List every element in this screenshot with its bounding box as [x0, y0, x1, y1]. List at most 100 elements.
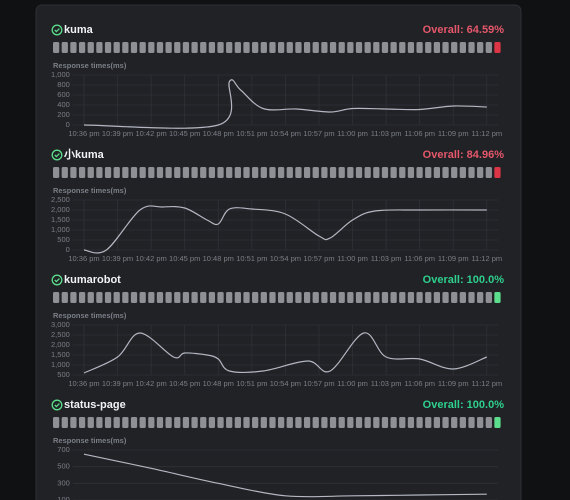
heartbeat-bar	[494, 167, 501, 178]
heartbeat-bar	[485, 292, 492, 303]
monitor-name[interactable]: kumarobot	[64, 274, 121, 286]
x-tick-label: 10:45 pm	[169, 379, 200, 388]
x-tick-label: 10:51 pm	[236, 254, 267, 263]
heartbeat-bar	[148, 167, 155, 178]
heartbeat-bar	[70, 292, 77, 303]
heartbeat-bar	[286, 417, 293, 428]
y-tick-label: 1,000	[51, 70, 70, 79]
monitor-name[interactable]: kuma	[64, 24, 94, 36]
heartbeat-bar	[451, 417, 458, 428]
heartbeat-bar	[174, 292, 181, 303]
y-tick-label: 800	[57, 80, 70, 89]
x-tick-label: 11:12 pm	[471, 129, 502, 138]
heartbeat-bar	[373, 417, 380, 428]
y-tick-label: 2,000	[51, 340, 70, 349]
response-line	[83, 205, 487, 254]
heartbeat-bar	[338, 292, 345, 303]
y-tick-label: 500	[57, 235, 70, 244]
heartbeat-bar	[191, 417, 198, 428]
heartbeat-bar	[295, 292, 302, 303]
heartbeat-bar	[208, 167, 216, 178]
heartbeat-bar	[477, 42, 484, 53]
heartbeat-bar	[477, 417, 484, 428]
heartbeat-bar	[451, 292, 458, 303]
heartbeat-bar	[442, 167, 449, 178]
heartbeat-bar	[70, 417, 77, 428]
heartbeat-bar	[295, 167, 302, 178]
heartbeat-bar	[260, 42, 267, 53]
heartbeat-bar	[96, 167, 103, 178]
heartbeat-bar	[217, 417, 224, 428]
heartbeat-bar	[364, 417, 371, 428]
heartbeat-bar	[165, 417, 172, 428]
heartbeat-bar	[468, 167, 475, 178]
heartbeat-bar	[286, 167, 293, 178]
heartbeat-bar	[459, 417, 466, 428]
heartbeat-bar	[329, 292, 337, 303]
x-tick-label: 10:45 pm	[169, 254, 200, 263]
heartbeat-bar	[303, 417, 311, 428]
heartbeat-bar	[459, 42, 466, 53]
x-tick-label: 10:54 pm	[270, 379, 301, 388]
heartbeat-bar	[53, 292, 60, 303]
heartbeat-bar	[321, 167, 328, 178]
heartbeat-bar	[399, 417, 406, 428]
heartbeat-bar	[217, 167, 224, 178]
x-tick-label: 10:57 pm	[303, 379, 334, 388]
x-tick-label: 10:42 pm	[135, 254, 166, 263]
heartbeat-bar	[321, 42, 328, 53]
heartbeat-bar	[381, 292, 389, 303]
x-tick-label: 10:42 pm	[135, 379, 166, 388]
overall-uptime: Overall: 64.59%	[423, 24, 505, 36]
heartbeat-bar	[217, 42, 224, 53]
x-tick-label: 11:00 pm	[337, 254, 368, 263]
x-tick-label: 10:51 pm	[236, 129, 267, 138]
heartbeat-bar	[243, 292, 250, 303]
x-tick-label: 11:03 pm	[371, 254, 402, 263]
heartbeat-bar	[355, 42, 363, 53]
y-tick-label: 0	[66, 245, 70, 254]
heartbeat-bar	[191, 42, 198, 53]
heartbeat-bar	[468, 42, 475, 53]
x-tick-label: 11:03 pm	[371, 379, 402, 388]
heartbeat-bar	[407, 417, 415, 428]
y-tick-label: 1,500	[51, 350, 70, 359]
heartbeat-bar	[208, 292, 216, 303]
heartbeat-bar	[416, 167, 423, 178]
heartbeat-bar	[130, 167, 138, 178]
heartbeat-bar	[130, 42, 138, 53]
heartbeat-bar	[347, 292, 354, 303]
heartbeat-bar	[191, 167, 198, 178]
heartbeat-bar	[390, 167, 397, 178]
heartbeat-bar	[416, 417, 423, 428]
heartbeat-bar	[338, 42, 345, 53]
x-tick-label: 11:12 pm	[471, 379, 502, 388]
overall-uptime: Overall: 100.0%	[423, 399, 505, 411]
heartbeat-bar	[113, 167, 120, 178]
x-tick-label: 11:06 pm	[404, 129, 435, 138]
heartbeat-bar	[373, 292, 380, 303]
heartbeat-bar	[494, 42, 501, 53]
response-line	[83, 332, 488, 374]
monitor-name[interactable]: status-page	[64, 399, 126, 411]
heartbeat-bar	[243, 42, 250, 53]
heartbeat-bar	[269, 292, 276, 303]
heartbeat-bar	[78, 42, 86, 53]
heartbeat-bar	[122, 42, 129, 53]
heartbeat-bar	[260, 292, 267, 303]
monitor-name[interactable]: 小kuma	[63, 147, 105, 161]
overall-uptime: Overall: 84.96%	[423, 149, 505, 161]
x-tick-label: 10:57 pm	[303, 129, 334, 138]
heartbeat-bar	[252, 292, 259, 303]
response-line	[83, 453, 487, 498]
heartbeat-bar	[442, 42, 449, 53]
y-tick-label: 1,000	[51, 360, 70, 369]
heartbeat-bar	[182, 292, 190, 303]
heartbeat-bar	[416, 42, 423, 53]
heartbeat-bar	[113, 417, 120, 428]
x-tick-label: 10:48 pm	[203, 129, 234, 138]
heartbeat-bar	[312, 292, 319, 303]
heartbeat-bar	[433, 167, 441, 178]
heartbeat-bar	[399, 42, 406, 53]
